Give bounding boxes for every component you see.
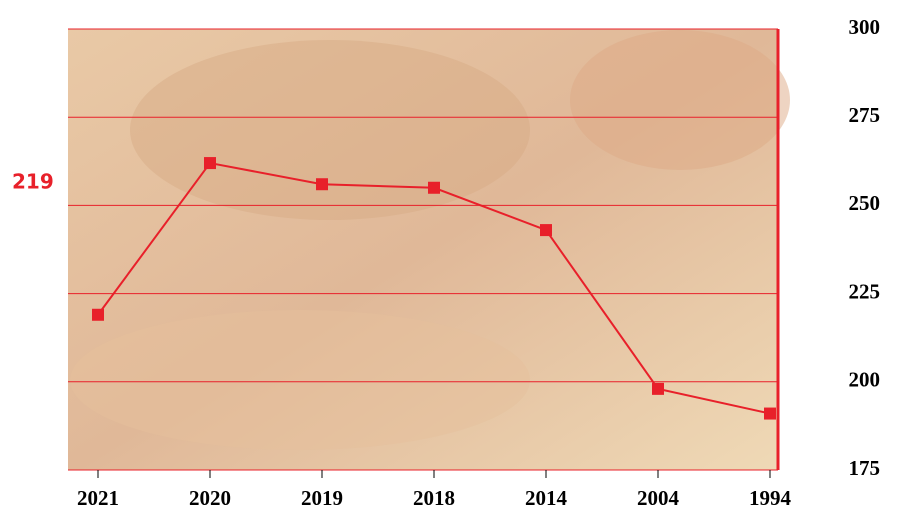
x-tick-label: 2004	[637, 486, 680, 510]
x-tick-label: 2020	[189, 486, 231, 510]
x-tick-label: 2019	[301, 486, 343, 510]
y-tick-label: 275	[849, 103, 881, 127]
y-tick-label: 300	[849, 15, 881, 39]
x-tick-label: 2018	[413, 486, 455, 510]
y-tick-label: 250	[849, 191, 881, 215]
photo-shade	[570, 30, 790, 170]
marker	[92, 309, 104, 321]
marker	[540, 224, 552, 236]
y-tick-label: 225	[849, 279, 881, 303]
y-tick-label: 200	[849, 368, 881, 392]
y-tick-label: 175	[849, 456, 881, 480]
photo-shade	[130, 40, 530, 220]
marker	[428, 182, 440, 194]
x-tick-label: 1994	[749, 486, 792, 510]
chart: 219 175 200 225 250 275 300 2021 2020 2019 2018 20…	[0, 0, 907, 519]
marker	[316, 178, 328, 190]
x-tick-label: 2021	[77, 486, 119, 510]
annotation: 219	[12, 170, 54, 194]
marker	[652, 383, 664, 395]
photo-shade	[70, 310, 530, 450]
marker	[764, 408, 776, 420]
marker	[204, 157, 216, 169]
x-tick-label: 2014	[525, 486, 568, 510]
